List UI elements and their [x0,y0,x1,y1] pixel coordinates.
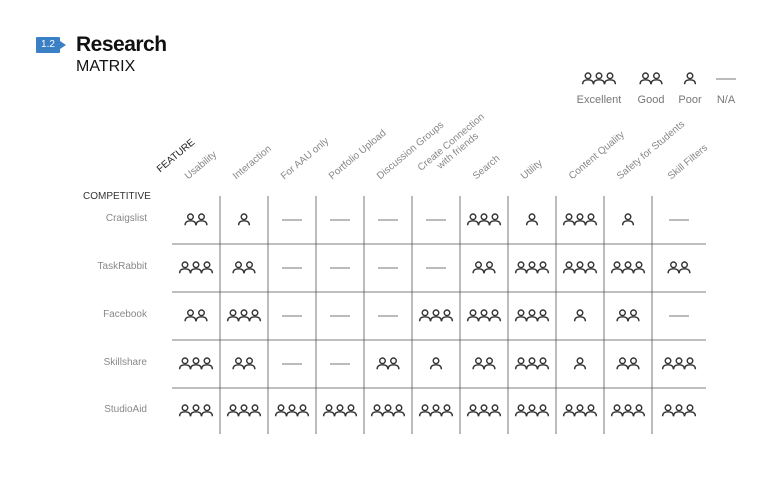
rating-people-three-icon [178,357,214,370]
rating-people-two-icon [232,261,256,274]
rating-people-three-icon [562,213,598,226]
legend-label-excellent: Excellent [576,94,622,106]
rating-people-three-icon [562,261,598,274]
rating-person-icon [237,213,251,226]
rating-people-three-icon [661,404,697,417]
section-number-badge: 1.2 [36,37,66,53]
rating-people-three-icon [562,404,598,417]
rating-people-three-icon [514,261,550,274]
rating-people-two-icon [616,357,640,370]
legend-label-poor: Poor [678,94,702,106]
competitor-label: Craigslist [105,213,147,224]
rating-people-three-icon [274,404,310,417]
rating-people-three-icon [226,309,262,322]
competitor-label: Facebook [103,309,147,320]
rating-people-two-icon [184,309,208,322]
competitor-label: TaskRabbit [97,261,147,272]
people-two-icon [639,72,663,85]
rating-people-three-icon [610,404,646,417]
people-three-icon [581,72,617,85]
rating-people-three-icon [418,309,454,322]
rating-person-icon [429,357,443,370]
rating-people-three-icon [178,261,214,274]
rating-people-three-icon [514,309,550,322]
rating-people-two-icon [472,261,496,274]
rating-people-three-icon [514,404,550,417]
rating-people-two-icon [616,309,640,322]
rating-people-three-icon [661,357,697,370]
competitor-label: StudioAid [104,404,147,415]
rating-people-two-icon [667,261,691,274]
legend-label-na: N/A [716,94,736,106]
rating-people-three-icon [322,404,358,417]
rating-people-three-icon [370,404,406,417]
rating-person-icon [621,213,635,226]
rating-people-two-icon [184,213,208,226]
rating-people-two-icon [472,357,496,370]
rating-people-three-icon [466,404,502,417]
rating-people-three-icon [466,213,502,226]
competitive-label: COMPETITIVE [83,191,151,202]
rating-people-two-icon [232,357,256,370]
rating-people-two-icon [376,357,400,370]
person-icon [683,72,697,85]
rating-person-icon [525,213,539,226]
competitor-label: Skillshare [103,357,147,368]
rating-person-icon [573,357,587,370]
rating-people-three-icon [226,404,262,417]
rating-people-three-icon [466,309,502,322]
page-title: Research [76,33,167,56]
rating-people-three-icon [418,404,454,417]
rating-people-three-icon [610,261,646,274]
page-subtitle: MATRIX [76,58,136,75]
legend-label-good: Good [637,94,665,106]
rating-person-icon [573,309,587,322]
rating-people-three-icon [514,357,550,370]
rating-people-three-icon [178,404,214,417]
